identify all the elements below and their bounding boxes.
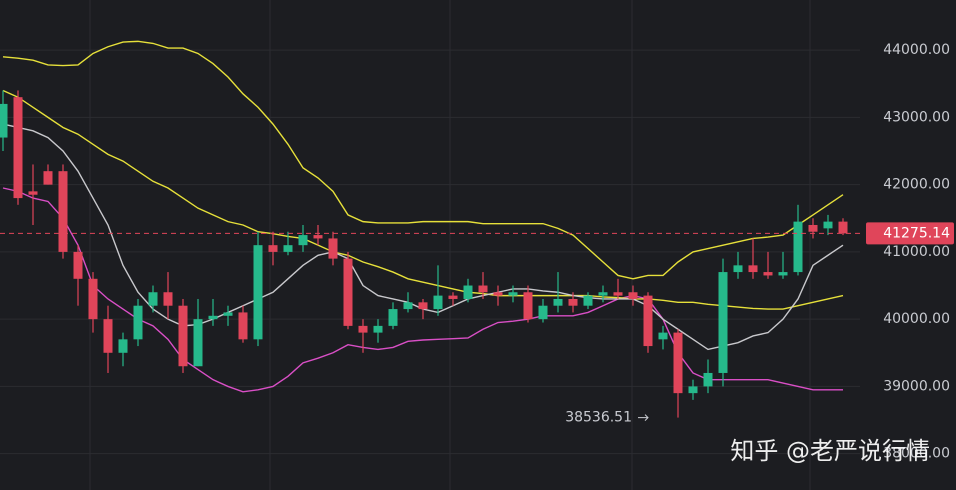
plot: 44000.00 43000.00 42000.00 41000.00 40000.00… (0, 40, 954, 462)
candle-body (823, 221, 833, 229)
candle-body (148, 292, 158, 306)
candle-body (118, 339, 128, 353)
candle-body (778, 272, 788, 276)
candle-body (388, 309, 398, 326)
candle-body (418, 302, 428, 310)
y-tick-label: 43000.00 (883, 109, 950, 125)
candle-body (103, 319, 113, 353)
candle-body (268, 245, 278, 252)
y-tick-label: 38000.00 (883, 446, 950, 462)
candle-body (538, 305, 548, 320)
y-tick-label: 40000.00 (883, 311, 950, 327)
candle-body (658, 332, 668, 340)
candle-body (193, 319, 203, 367)
candle-body (733, 265, 743, 273)
candle-body (793, 221, 803, 273)
candle-body (808, 224, 818, 232)
indicator-line (2, 40, 844, 280)
candle-body (613, 292, 623, 296)
candle-body (373, 325, 383, 333)
candle-body (178, 305, 188, 367)
watermark: 知乎 @老严说行情 (730, 437, 930, 465)
low-annotation: 38536.51 (565, 410, 632, 426)
candle-body (58, 171, 68, 252)
candle-body (583, 295, 593, 306)
candle-body (253, 245, 263, 340)
candle-body (688, 386, 698, 394)
candle-body (448, 295, 458, 299)
low-arrow (638, 414, 649, 421)
candle-body (88, 278, 98, 320)
candle-body (478, 285, 488, 293)
candle-body (343, 258, 353, 326)
candle-body (433, 295, 443, 310)
candle-body (493, 292, 503, 296)
candle-body (718, 272, 728, 373)
indicator-line (2, 187, 843, 393)
candle-body (163, 292, 173, 306)
candle-body (223, 312, 233, 316)
candle-body (838, 221, 848, 234)
candle-body (313, 235, 323, 239)
candle-body (358, 325, 368, 333)
candle-body (748, 265, 758, 273)
vertical-grid (89, 0, 811, 490)
y-tick-label: 39000.00 (883, 378, 950, 394)
indicator-line (2, 89, 844, 310)
candle-body (0, 103, 8, 138)
candle-body (568, 298, 578, 306)
candle-body (703, 372, 713, 387)
candle-body (283, 245, 293, 252)
candle-body (628, 292, 638, 299)
candle-body (463, 285, 473, 299)
candle-body (238, 312, 248, 340)
candle-body (673, 332, 683, 394)
candle-body (598, 292, 608, 296)
y-tick-label: 41000.00 (883, 244, 950, 260)
candle-body (523, 292, 533, 320)
candle-body (208, 315, 218, 320)
candle-body (43, 171, 53, 185)
candle-body (508, 292, 518, 296)
y-tick-label: 44000.00 (883, 42, 950, 58)
candle-body (13, 97, 23, 199)
candle-body (298, 235, 308, 246)
candle-body (553, 298, 563, 306)
last-price-label: 41275.14 (883, 225, 950, 241)
y-tick-label: 42000.00 (883, 177, 950, 193)
candle-body (643, 295, 653, 347)
last-price-box (866, 222, 954, 245)
candle-body (133, 305, 143, 340)
candle-body (28, 191, 38, 195)
candle-body (403, 302, 413, 310)
candle-body (328, 238, 338, 259)
candle-body (73, 251, 83, 279)
candle-body (763, 272, 773, 276)
